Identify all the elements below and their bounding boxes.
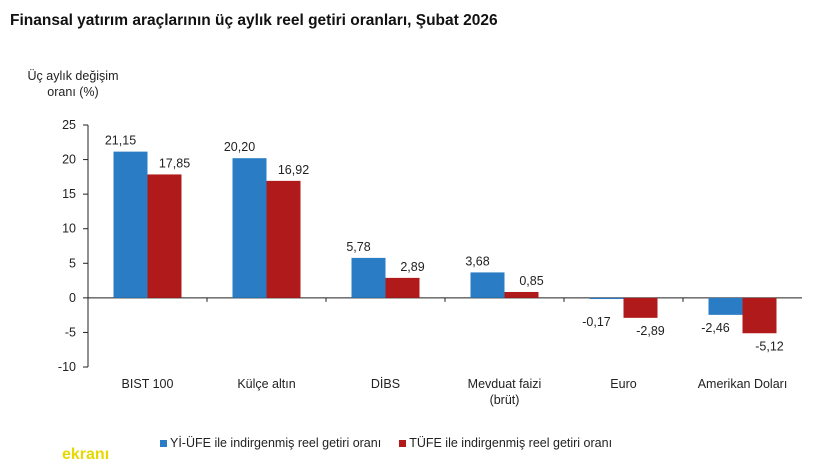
x-tick-label: Amerikan Doları — [698, 377, 788, 391]
data-label: -0,17 — [582, 315, 611, 329]
data-label: 2,89 — [400, 260, 424, 274]
y-tick-label: 20 — [62, 153, 76, 167]
x-tick-label: (brüt) — [490, 393, 520, 407]
data-label: 17,85 — [159, 156, 190, 170]
legend-swatch — [399, 440, 407, 448]
y-tick-label: -10 — [58, 360, 76, 374]
bar-tufe — [147, 174, 182, 298]
y-axis-label: Üç aylık değişim — [28, 69, 119, 83]
bar-tufe — [504, 291, 539, 298]
data-label: -2,89 — [636, 324, 665, 338]
legend: Yİ-ÜFE ile indirgenmiş reel getiri oranı… — [160, 436, 612, 450]
watermark-logo: ekranı — [62, 446, 110, 463]
bar-tufe — [266, 180, 301, 298]
y-tick-label: 15 — [62, 187, 76, 201]
legend-item-yi-ufe: Yİ-ÜFE ile indirgenmiş reel getiri oranı — [160, 436, 381, 450]
legend-swatch — [160, 440, 167, 448]
bar-yi-ufe — [351, 257, 386, 298]
x-tick-label: Külçe altın — [237, 377, 295, 391]
y-axis-label: oranı (%) — [47, 85, 98, 99]
data-label: -2,46 — [701, 321, 730, 335]
data-label: 16,92 — [278, 163, 309, 177]
y-tick-label: 25 — [62, 118, 76, 132]
bar-yi-ufe — [470, 272, 505, 298]
bar-yi-ufe — [113, 151, 148, 298]
legend-item-tufe: TÜFE ile indirgenmiş reel getiri oranı — [399, 436, 612, 450]
y-tick-label: 0 — [69, 291, 76, 305]
y-tick-label: 10 — [62, 222, 76, 236]
legend-label: TÜFE ile indirgenmiş reel getiri oranı — [409, 436, 613, 450]
x-tick-label: Euro — [610, 377, 636, 391]
data-label: 3,68 — [465, 254, 489, 268]
bar-tufe — [385, 277, 420, 298]
data-label: 5,78 — [346, 240, 370, 254]
bar-yi-ufe — [232, 158, 267, 298]
data-label: 20,20 — [224, 140, 255, 154]
bar-yi-ufe — [708, 297, 743, 315]
y-tick-label: 5 — [69, 256, 76, 270]
bar-tufe — [623, 297, 658, 318]
bar-yi-ufe — [589, 297, 624, 300]
legend-label: Yİ-ÜFE ile indirgenmiş reel getiri oranı — [170, 436, 382, 450]
data-label: 0,85 — [519, 274, 543, 288]
y-tick-label: -5 — [65, 325, 76, 339]
chart-title: Finansal yatırım araçlarının üç aylık re… — [10, 12, 498, 29]
data-label: 21,15 — [105, 134, 136, 148]
data-label: -5,12 — [755, 339, 784, 353]
x-tick-label: BIST 100 — [122, 377, 174, 391]
bar-tufe — [742, 297, 777, 334]
x-tick-label: Mevduat faizi — [468, 377, 542, 391]
x-tick-label: DİBS — [371, 377, 400, 391]
